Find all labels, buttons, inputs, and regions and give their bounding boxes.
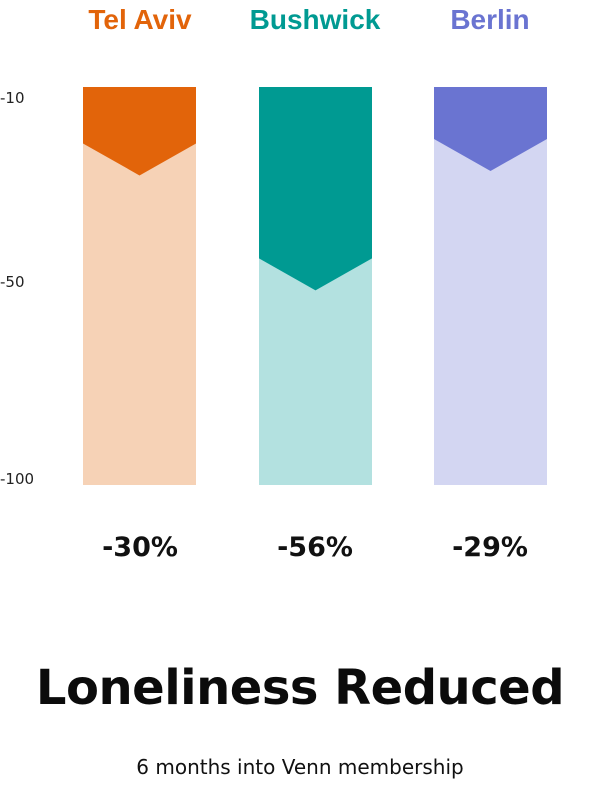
- value-label-bushwick: -56%: [277, 532, 353, 563]
- y-tick-label: -10: [0, 89, 25, 107]
- value-label-berlin: -29%: [452, 532, 528, 563]
- bar-value-berlin: [434, 87, 547, 172]
- category-label-berlin: Berlin: [450, 4, 530, 35]
- bar-value-tel-aviv: [83, 87, 196, 176]
- y-tick-label: -50: [0, 273, 25, 291]
- bar-value-bushwick: [259, 87, 372, 291]
- chart-subtitle: 6 months into Venn membership: [136, 755, 464, 779]
- value-label-tel-aviv: -30%: [102, 532, 178, 563]
- category-label-tel-aviv: Tel Aviv: [88, 4, 192, 35]
- y-tick-label: -100: [0, 470, 35, 488]
- category-label-bushwick: Bushwick: [249, 4, 381, 35]
- chart-title: Loneliness Reduced: [35, 660, 565, 716]
